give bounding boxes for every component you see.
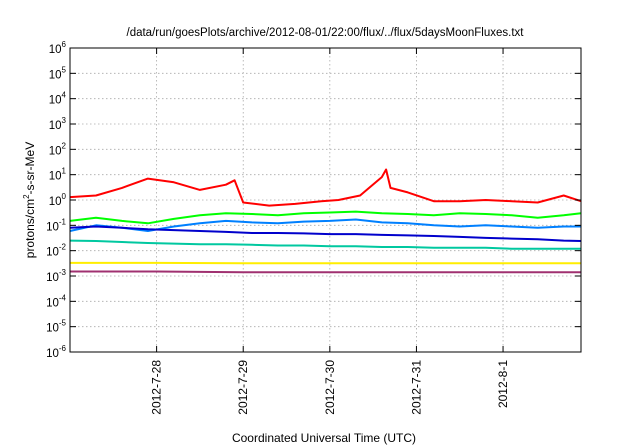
chart-title: /data/run/goesPlots/archive/2012-08-01/2…: [127, 27, 525, 39]
y-tick-exponent: -4: [59, 293, 67, 302]
x-tick-label: 2012-8-1: [496, 360, 510, 408]
y-tick-label: 105: [49, 65, 67, 81]
y-tick-exponent: 5: [62, 65, 67, 74]
series-2-line: [69, 210, 582, 225]
series-5-line: [69, 239, 581, 250]
y-tick-label: 106: [49, 40, 67, 56]
y-tick-label: 10-2: [46, 243, 66, 259]
y-tick-base: 10: [46, 323, 59, 335]
y-tick-label: 10-1: [46, 217, 66, 233]
y-tick-label: 100: [49, 192, 67, 208]
y-tick-label: 10-5: [46, 319, 66, 335]
y-tick-exponent: 3: [62, 116, 67, 125]
y-tick-base: 10: [49, 95, 62, 107]
y-tick-base: 10: [49, 171, 62, 183]
y-tick-base: 10: [49, 44, 62, 56]
y-tick-exponent: -2: [59, 243, 67, 252]
y-tick-exponent: 1: [62, 167, 67, 176]
y-tick-exponent: -6: [59, 344, 67, 353]
y-tick-exponent: 6: [62, 40, 67, 49]
y-axis-label-rest: -s-sr-MeV: [23, 142, 37, 195]
y-tick-label: 104: [49, 91, 67, 107]
y-tick-exponent: -3: [59, 268, 67, 277]
y-tick-exponent: -5: [59, 319, 67, 328]
y-tick-base: 10: [46, 297, 59, 309]
y-tick-exponent: 2: [62, 141, 67, 150]
y-axis-label-main: protons/cm: [23, 199, 37, 258]
y-tick-base: 10: [49, 145, 62, 157]
series-lines: [69, 168, 582, 274]
series-7-line: [70, 270, 581, 274]
series-1-line: [69, 168, 582, 207]
y-tick-label: 103: [49, 116, 67, 132]
y-tick-exponent: -1: [59, 217, 67, 226]
y-tick-base: 10: [49, 120, 62, 132]
y-tick-exponent: 4: [62, 91, 67, 100]
y-tick-label: 10-3: [46, 268, 66, 284]
y-tick-label: 10-6: [46, 344, 66, 360]
x-tick-label: 2012-7-28: [150, 360, 164, 415]
x-axis: 2012-7-28 2012-7-29 2012-7-30 2012-7-31 2012…: [150, 48, 510, 415]
x-axis-label: Coordinated Universal Time (UTC): [232, 431, 416, 445]
y-tick-exponent: 0: [62, 192, 67, 201]
series-4-line: [69, 225, 582, 242]
x-tick-label: 2012-7-29: [236, 360, 250, 415]
y-tick-base: 10: [46, 272, 59, 284]
x-tick-label: 2012-7-30: [323, 360, 337, 415]
y-tick-label: 102: [49, 141, 67, 157]
y-tick-base: 10: [46, 221, 59, 233]
x-tick-label: 2012-7-31: [409, 360, 423, 415]
y-axis: 10-610-510-410-310-210-11001011021031041…: [46, 40, 581, 360]
y-tick-label: 101: [49, 167, 67, 183]
y-tick-label: 10-4: [46, 293, 66, 309]
y-axis-label: protons/cm2-s-sr-MeV: [22, 142, 37, 258]
y-tick-base: 10: [46, 348, 59, 360]
y-tick-base: 10: [49, 196, 62, 208]
y-tick-base: 10: [46, 247, 59, 259]
y-axis-label-sup: 2: [22, 194, 31, 199]
y-tick-base: 10: [49, 69, 62, 81]
